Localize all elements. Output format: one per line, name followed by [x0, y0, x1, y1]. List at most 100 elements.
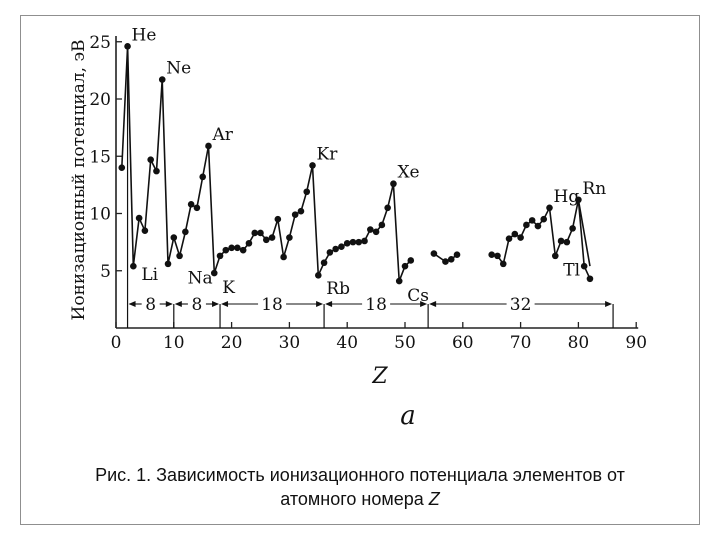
- data-point: [494, 252, 501, 260]
- period-arrowhead: [429, 301, 437, 307]
- x-tick-label: 70: [510, 333, 532, 353]
- data-point: [557, 237, 565, 245]
- element-label: Hg: [554, 187, 580, 207]
- period-label: 8: [145, 295, 156, 315]
- data-point: [286, 234, 293, 241]
- data-point: [262, 236, 270, 244]
- x-tick-label: 20: [221, 333, 243, 353]
- period-arrowhead: [165, 301, 173, 307]
- data-point: [511, 230, 519, 238]
- data-point: [551, 252, 559, 260]
- data-point: [239, 246, 247, 254]
- data-point: [315, 272, 322, 279]
- data-point: [563, 238, 571, 246]
- data-point: [303, 188, 311, 196]
- series-line: [577, 199, 591, 267]
- data-point: [523, 221, 530, 229]
- figure-caption: Рис. 1. Зависимость ионизационного потен…: [20, 463, 700, 511]
- data-point: [147, 156, 154, 163]
- data-point: [326, 249, 334, 256]
- element-label: He: [132, 25, 157, 45]
- y-tick-label: 5: [100, 262, 111, 282]
- data-point: [158, 76, 166, 83]
- data-point: [199, 173, 206, 181]
- data-point: [447, 255, 455, 263]
- data-point: [332, 245, 339, 253]
- chart-axes: 0 10 20 30 40 50 60 70 80 90 5 10 15 20 25: [89, 33, 647, 353]
- series-line: [121, 46, 412, 282]
- period-markers: 8 8 18 18 32: [126, 46, 614, 328]
- data-point: [361, 237, 368, 245]
- subfigure-label: a: [400, 401, 416, 431]
- y-tick-label: 20: [89, 90, 111, 110]
- period-arrowhead: [128, 301, 136, 307]
- data-point: [372, 228, 380, 236]
- x-tick-label: 30: [279, 333, 301, 353]
- element-label: Rn: [582, 179, 606, 199]
- x-axis-label: Z: [371, 364, 388, 389]
- data-point: [320, 259, 328, 267]
- data-point: [182, 228, 189, 236]
- element-label: Rb: [326, 279, 350, 299]
- period-label: 18: [261, 295, 283, 315]
- caption-line-1: Рис. 1. Зависимость ионизационного потен…: [95, 465, 625, 485]
- data-point: [164, 260, 172, 268]
- caption-variable: Z: [428, 489, 440, 509]
- period-label: 8: [192, 295, 203, 315]
- data-point: [118, 164, 126, 171]
- data-point: [534, 222, 542, 230]
- data-point: [546, 204, 553, 212]
- data-point: [540, 215, 548, 223]
- element-label: K: [222, 278, 235, 298]
- data-point: [135, 214, 143, 222]
- data-point: [505, 235, 513, 242]
- period-arrowhead: [212, 301, 220, 307]
- data-point: [291, 211, 299, 218]
- element-label: Na: [188, 269, 213, 289]
- data-point: [170, 234, 178, 241]
- data-point: [222, 246, 230, 254]
- data-point: [528, 217, 536, 224]
- data-point: [130, 262, 137, 270]
- x-tick-label: 40: [336, 333, 358, 353]
- period-arrowhead: [316, 301, 324, 307]
- element-label: Li: [141, 265, 158, 285]
- element-label: Cs: [407, 286, 429, 306]
- y-tick-label: 15: [89, 147, 111, 167]
- x-tick-label: 0: [111, 333, 122, 353]
- data-point: [251, 229, 259, 237]
- element-label: Ar: [211, 125, 233, 145]
- data-point: [193, 204, 201, 212]
- x-tick-label: 80: [568, 333, 590, 353]
- data-point: [309, 162, 316, 169]
- data-point: [499, 260, 507, 268]
- data-point: [216, 252, 224, 260]
- data-point: [430, 250, 438, 257]
- element-labels: He Ne Ar Kr Xe Hg Rn Li Na K Rb Cs Tl: [132, 25, 607, 305]
- data-point: [390, 180, 397, 188]
- data-point: [210, 269, 218, 277]
- x-tick-label: 50: [394, 333, 416, 353]
- caption-line-2: атомного номера Z: [20, 487, 700, 511]
- x-tick-label: 90: [625, 333, 647, 353]
- data-point: [580, 262, 588, 270]
- data-point: [141, 227, 149, 234]
- y-tick-label: 10: [89, 205, 111, 225]
- data-point: [378, 221, 386, 229]
- period-label: 18: [365, 295, 387, 315]
- data-point: [407, 257, 415, 264]
- element-label: Ne: [166, 59, 191, 79]
- data-point: [586, 275, 594, 283]
- data-point: [384, 204, 391, 212]
- data-point: [228, 244, 235, 252]
- data-point: [442, 258, 449, 265]
- y-tick-label: 25: [89, 33, 111, 53]
- x-tick-label: 10: [163, 333, 185, 353]
- chart-series: [118, 43, 594, 285]
- data-point: [338, 243, 345, 251]
- data-point: [343, 239, 351, 247]
- data-point: [355, 238, 363, 246]
- data-point: [205, 142, 212, 150]
- element-label: Kr: [317, 144, 339, 164]
